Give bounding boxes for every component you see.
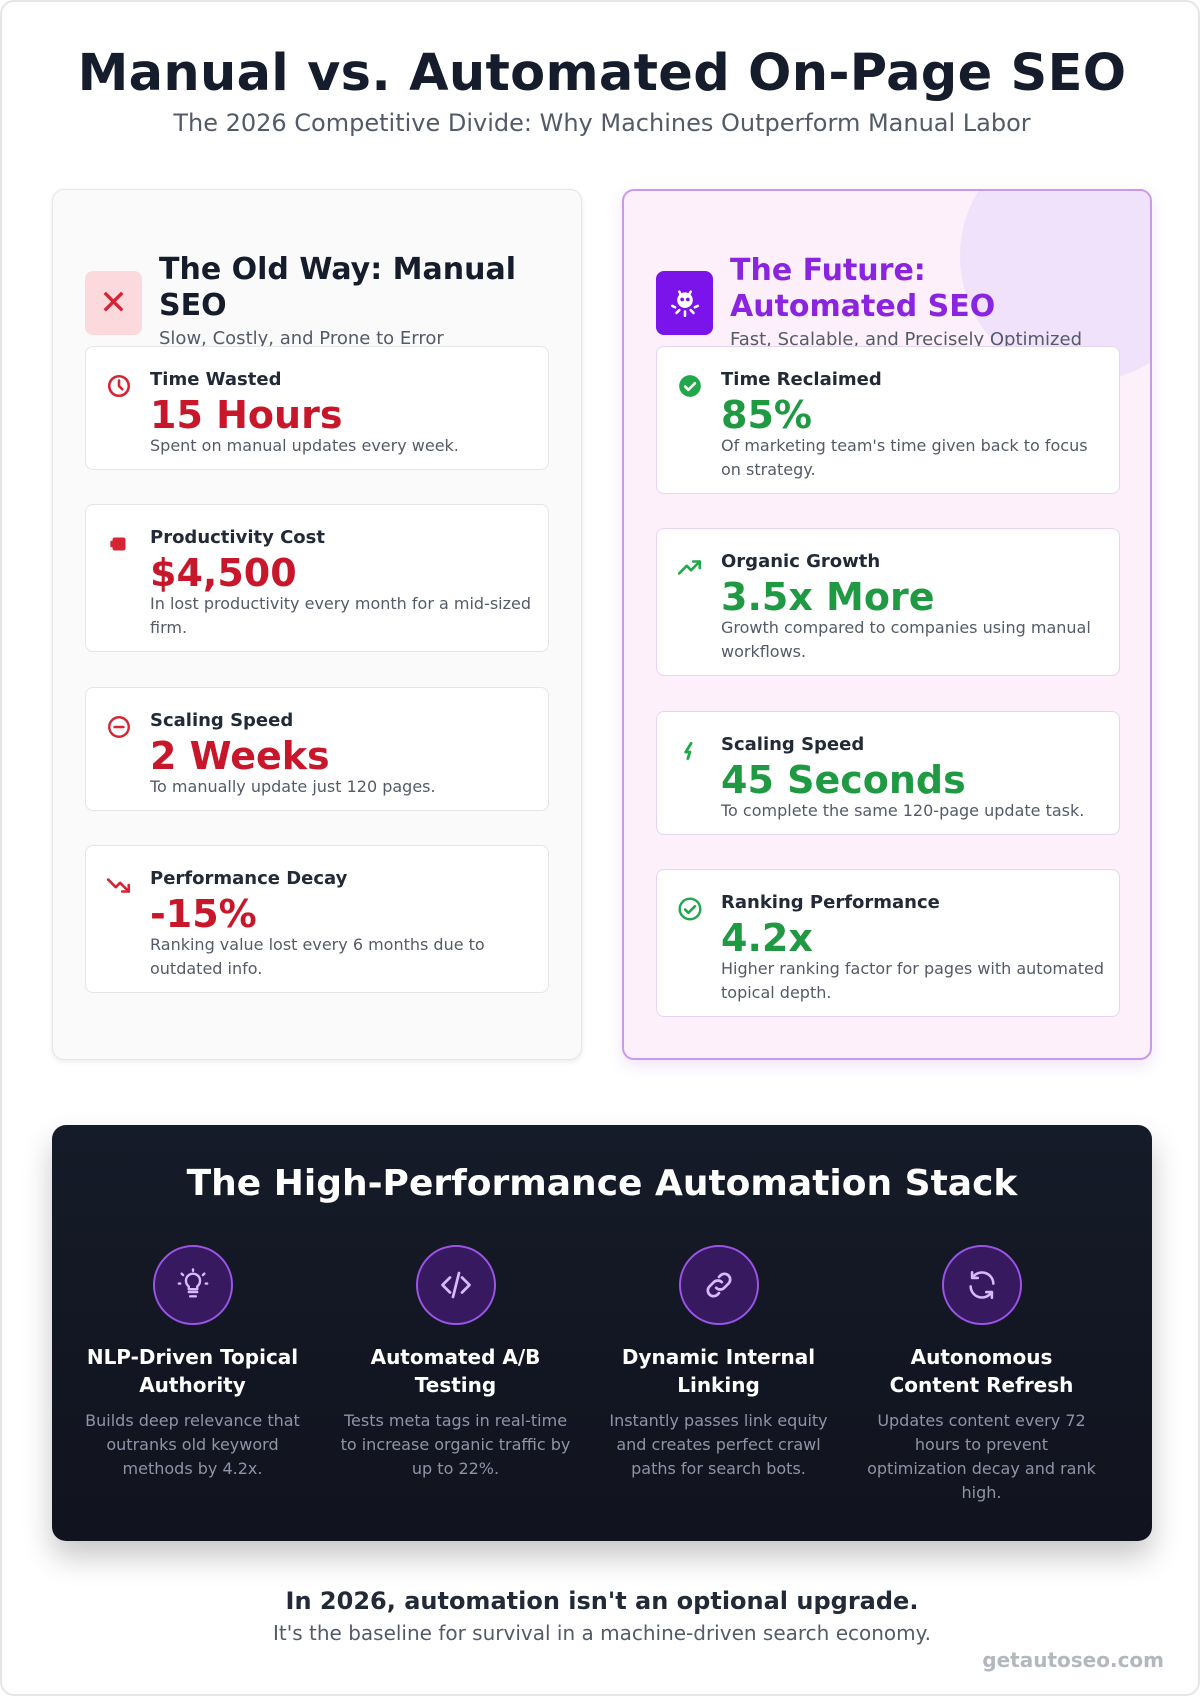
stat-value: 3.5x More	[721, 575, 935, 619]
feature-desc: Instantly passes link equity and creates…	[609, 1411, 828, 1478]
trend-down-icon	[106, 878, 131, 893]
brand-link[interactable]: getautoseo.com	[982, 1648, 1164, 1672]
stat-desc: To manually update just 120 pages.	[150, 777, 436, 796]
check-outline-icon	[678, 897, 702, 921]
feature-desc: Tests meta tags in real-time to increase…	[340, 1411, 571, 1478]
feature-ab-testing: Automated A/B Testing Tests meta tags in…	[324, 1245, 587, 1481]
stat-value: 4.2x	[721, 916, 813, 960]
code-icon	[415, 1245, 496, 1325]
feature-title: NLP-Driven Topical Authority	[86, 1345, 299, 1397]
stat-desc: Higher ranking factor for pages with aut…	[721, 959, 1105, 1002]
stat-value: 15 Hours	[150, 393, 343, 437]
refresh-icon	[941, 1245, 1022, 1325]
stat-label: Organic Growth	[721, 551, 881, 572]
stat-value: 2 Weeks	[150, 734, 330, 778]
manual-subtitle: Slow, Costly, and Prone to Error	[159, 328, 444, 349]
check-circle-icon	[679, 375, 701, 397]
feature-title: Dynamic Internal Linking	[621, 1345, 816, 1397]
footer: In 2026, automation isn't an optional up…	[2, 1587, 1200, 1645]
automated-subtitle: Fast, Scalable, and Precisely Optimized	[730, 329, 1083, 350]
stat-label: Time Wasted	[150, 369, 282, 390]
stat-desc: To complete the same 120-page update tas…	[721, 801, 1085, 820]
link-icon	[678, 1245, 759, 1325]
feature-internal-linking: Dynamic Internal Linking Instantly passe…	[587, 1245, 850, 1481]
clock-icon	[107, 374, 131, 398]
feature-title: Autonomous Content Refresh	[889, 1345, 1074, 1397]
footer-tagline: It's the baseline for survival in a mach…	[273, 1621, 931, 1645]
feature-title: Automated A/B Testing	[370, 1345, 541, 1397]
manual-seo-card: ✕ The Old Way: Manual SEO Slow, Costly, …	[52, 189, 582, 1060]
stat-label: Scaling Speed	[721, 734, 865, 755]
stat-card-productivity-cost: Productivity Cost $4,500 In lost product…	[85, 504, 549, 652]
automated-seo-card: The Future: Automated SEO Fast, Scalable…	[622, 189, 1152, 1060]
footer-headline: In 2026, automation isn't an optional up…	[285, 1587, 919, 1615]
stat-desc: In lost productivity every month for a m…	[150, 594, 532, 637]
stat-desc: Spent on manual updates every week.	[150, 436, 459, 455]
automated-title: The Future: Automated SEO	[730, 253, 996, 324]
automation-stack-panel: The High-Performance Automation Stack NL…	[52, 1125, 1152, 1541]
stat-card-organic-growth: Organic Growth 3.5x More Growth compared…	[656, 528, 1120, 676]
money-icon	[110, 537, 126, 551]
stat-card-performance-decay: Performance Decay -15% Ranking value los…	[85, 845, 549, 993]
stat-card-time-wasted: Time Wasted 15 Hours Spent on manual upd…	[85, 346, 549, 470]
stat-label: Time Reclaimed	[721, 369, 882, 390]
header: Manual vs. Automated On-Page SEO The 202…	[2, 44, 1200, 137]
stat-label: Performance Decay	[150, 868, 348, 889]
feature-nlp: NLP-Driven Topical Authority Builds deep…	[61, 1245, 324, 1481]
page-subtitle: The 2026 Competitive Divide: Why Machine…	[173, 109, 1031, 137]
page-title: Manual vs. Automated On-Page SEO	[77, 44, 1127, 103]
stat-desc: Ranking value lost every 6 months due to…	[150, 935, 485, 978]
minus-circle-icon	[108, 716, 130, 738]
stat-label: Scaling Speed	[150, 710, 294, 731]
trend-up-icon	[677, 560, 702, 575]
stack-title: The High-Performance Automation Stack	[186, 1163, 1018, 1204]
x-icon: ✕	[85, 271, 142, 335]
feature-desc: Builds deep relevance that outranks old …	[85, 1411, 300, 1478]
stat-value: $4,500	[150, 551, 297, 595]
manual-title: The Old Way: Manual SEO	[159, 252, 516, 323]
stat-desc: Of marketing team's time given back to f…	[721, 436, 1088, 479]
stat-card-time-reclaimed: Time Reclaimed 85% Of marketing team's t…	[656, 346, 1120, 494]
feature-desc: Updates content every 72 hours to preven…	[867, 1411, 1096, 1502]
robot-icon	[656, 271, 713, 335]
stat-value: 85%	[721, 393, 812, 437]
stat-label: Ranking Performance	[721, 892, 940, 913]
stat-label: Productivity Cost	[150, 527, 325, 548]
stat-card-ranking-performance: Ranking Performance 4.2x Higher ranking …	[656, 869, 1120, 1017]
stat-card-scaling-speed: Scaling Speed 2 Weeks To manually update…	[85, 687, 549, 811]
feature-content-refresh: Autonomous Content Refresh Updates conte…	[850, 1245, 1113, 1505]
lightbulb-icon	[152, 1245, 233, 1325]
stat-value: 45 Seconds	[721, 758, 966, 802]
stat-value: -15%	[150, 892, 257, 936]
bolt-icon	[684, 742, 693, 760]
stat-card-scaling-speed: Scaling Speed 45 Seconds To complete the…	[656, 711, 1120, 835]
stat-desc: Growth compared to companies using manua…	[721, 618, 1091, 661]
